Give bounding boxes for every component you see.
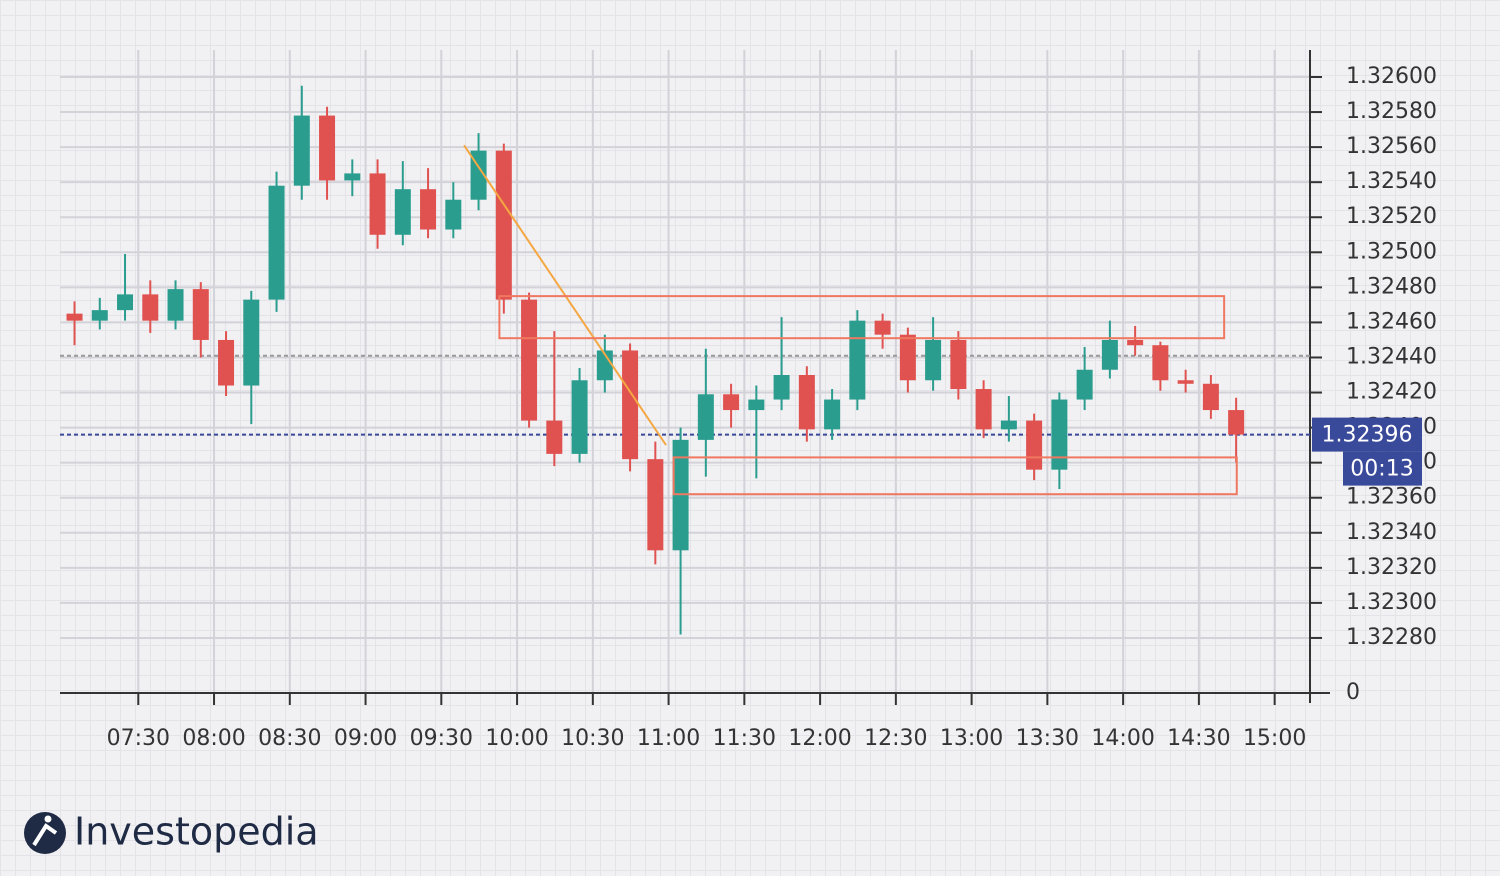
y-tick-label: 1.32420 — [1346, 380, 1437, 405]
y-tick-label: 1.32360 — [1346, 485, 1437, 510]
candle-body — [91, 310, 108, 321]
x-tick-label: 09:30 — [410, 726, 473, 751]
candle-body — [268, 185, 285, 300]
candle-body — [975, 389, 992, 430]
candle-body — [571, 380, 588, 454]
y-tick-label: 1.32520 — [1346, 204, 1437, 229]
candle-body — [798, 375, 815, 430]
y-tick-label: 1.32480 — [1346, 274, 1437, 299]
candle-body — [1228, 410, 1245, 435]
x-tick-label: 09:00 — [334, 726, 397, 751]
y-tick-label: 1.32440 — [1346, 344, 1437, 369]
price-label: 1.32396 — [1322, 423, 1413, 448]
candle-body — [495, 150, 512, 300]
candle-body — [874, 320, 891, 335]
y-tick-label: 0 — [1346, 680, 1360, 705]
x-tick-label: 14:30 — [1167, 726, 1230, 751]
candle-body — [319, 115, 336, 181]
candle-body — [1101, 339, 1118, 370]
price-label-box — [1312, 417, 1422, 452]
y-tick-label: 1.32320 — [1346, 555, 1437, 580]
x-tick-label: 07:30 — [107, 726, 170, 751]
candle-body — [925, 339, 942, 381]
y-tick-label: 1.32280 — [1346, 625, 1437, 650]
candle-body — [420, 189, 437, 230]
grid — [60, 50, 1310, 693]
candle-body — [1127, 339, 1144, 346]
logo: Investopedia — [24, 810, 319, 854]
candle-body — [723, 394, 740, 411]
candle-body — [218, 339, 235, 386]
range-box — [672, 456, 1238, 496]
candle-body — [1051, 399, 1068, 470]
y-tick-label: 1.32300 — [1346, 590, 1437, 615]
countdown: 00:13 — [1350, 457, 1413, 482]
x-tick-label: 12:00 — [788, 726, 851, 751]
countdown-box — [1343, 451, 1422, 486]
candle-body — [546, 420, 563, 454]
y-tick-label: 1.32600 — [1346, 64, 1437, 89]
candle-body — [243, 299, 260, 386]
candle-body — [470, 150, 487, 200]
x-tick-label: 13:00 — [940, 726, 1003, 751]
candle-body — [950, 339, 967, 390]
candle-body — [369, 173, 386, 235]
candle-body — [344, 173, 361, 181]
y-tick-label: 1.32540 — [1346, 169, 1437, 194]
candle-body — [445, 199, 462, 230]
candle-body — [773, 375, 790, 400]
x-tick-label: 10:00 — [485, 726, 548, 751]
candle-body — [167, 289, 184, 321]
y-tick-label: 1.32560 — [1346, 134, 1437, 159]
candle-body — [1000, 420, 1017, 430]
y-tick-label: 1.32500 — [1346, 239, 1437, 264]
candle-body — [117, 294, 134, 311]
candle-body — [849, 320, 866, 400]
candle-body — [748, 399, 765, 411]
brand: Investopedia — [74, 810, 319, 854]
range-box — [498, 295, 1226, 340]
x-tick-label: 08:30 — [258, 726, 321, 751]
candle-body — [1152, 345, 1169, 381]
candle-body — [1076, 369, 1093, 400]
candle-body — [899, 334, 916, 381]
x-tick-label: 08:00 — [182, 726, 245, 751]
candle-body — [521, 299, 538, 421]
x-tick-label: 10:30 — [561, 726, 624, 751]
logo-dot — [44, 815, 52, 823]
candle-body — [192, 289, 209, 340]
candle-body — [394, 189, 411, 235]
candle-body — [647, 459, 664, 551]
x-tick-label: 15:00 — [1243, 726, 1306, 751]
candle-body — [697, 394, 714, 440]
x-tick-label: 11:30 — [713, 726, 776, 751]
y-tick-label: 1.32580 — [1346, 99, 1437, 124]
candle-body — [66, 313, 83, 321]
x-tick-label: 14:00 — [1091, 726, 1154, 751]
logo-mark — [32, 823, 58, 847]
candle-body — [142, 294, 159, 321]
x-tick-label: 11:00 — [637, 726, 700, 751]
y-tick-label: 1.32340 — [1346, 520, 1437, 545]
candle-body — [1177, 380, 1194, 384]
x-tick-label: 13:30 — [1016, 726, 1079, 751]
y-tick-label: 1.32460 — [1346, 309, 1437, 334]
candle-body — [824, 399, 841, 430]
x-tick-label: 12:30 — [864, 726, 927, 751]
candle-body — [1026, 420, 1043, 470]
candle-body — [622, 350, 639, 460]
candle-body — [1202, 383, 1219, 411]
candle-body — [596, 350, 613, 381]
candle-body — [293, 115, 310, 186]
